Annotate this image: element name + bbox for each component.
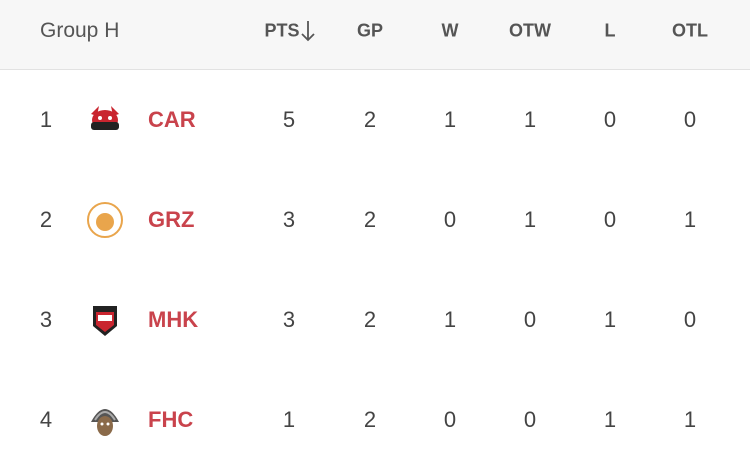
rank: 3 — [39, 307, 53, 332]
team-name[interactable]: CAR — [148, 107, 196, 132]
stat-value: 1 — [603, 307, 617, 332]
stat-value: 1 — [523, 107, 537, 132]
stat-value: 1 — [683, 207, 697, 232]
column-header[interactable]: W — [441, 20, 459, 41]
stat-value: 0 — [683, 307, 697, 332]
team-logo — [87, 202, 123, 238]
stat-value: 1 — [443, 107, 457, 132]
stat-value: 2 — [363, 307, 377, 332]
rank: 2 — [39, 207, 53, 232]
group-title: Group H — [40, 19, 120, 42]
stat-value: 3 — [282, 307, 296, 332]
stat-value: 1 — [443, 307, 457, 332]
team-name[interactable]: GRZ — [148, 207, 195, 232]
team-logo — [91, 106, 119, 130]
column-header[interactable]: L — [604, 20, 616, 41]
stat-value: 1 — [282, 407, 296, 432]
stat-value: 0 — [443, 407, 457, 432]
team-logo — [91, 409, 119, 436]
stat-value: 1 — [603, 407, 617, 432]
stat-value: 0 — [523, 307, 537, 332]
team-name[interactable]: FHC — [148, 407, 194, 432]
stat-value: 1 — [523, 207, 537, 232]
column-header[interactable]: OTL — [672, 20, 708, 41]
rank: 4 — [39, 407, 53, 432]
rank: 1 — [39, 107, 53, 132]
column-header[interactable]: GP — [356, 20, 384, 41]
stat-value: 2 — [363, 107, 377, 132]
stat-value: 3 — [282, 207, 296, 232]
column-header[interactable]: PTS — [264, 20, 300, 41]
stat-value: 1 — [683, 407, 697, 432]
stat-value: 2 — [363, 207, 377, 232]
table-header: Group H PTS GP W OTW L OTL — [0, 0, 750, 70]
stat-value: 0 — [443, 207, 457, 232]
stat-value: 0 — [603, 107, 617, 132]
stat-value: 0 — [683, 107, 697, 132]
sort-arrow[interactable] — [300, 20, 316, 42]
team-name[interactable]: MHK — [148, 307, 199, 332]
stat-value: 5 — [282, 107, 296, 132]
stat-value: 0 — [523, 407, 537, 432]
stat-value: 0 — [603, 207, 617, 232]
team-logo — [93, 306, 117, 336]
column-header[interactable]: OTW — [509, 20, 551, 41]
stat-value: 2 — [363, 407, 377, 432]
